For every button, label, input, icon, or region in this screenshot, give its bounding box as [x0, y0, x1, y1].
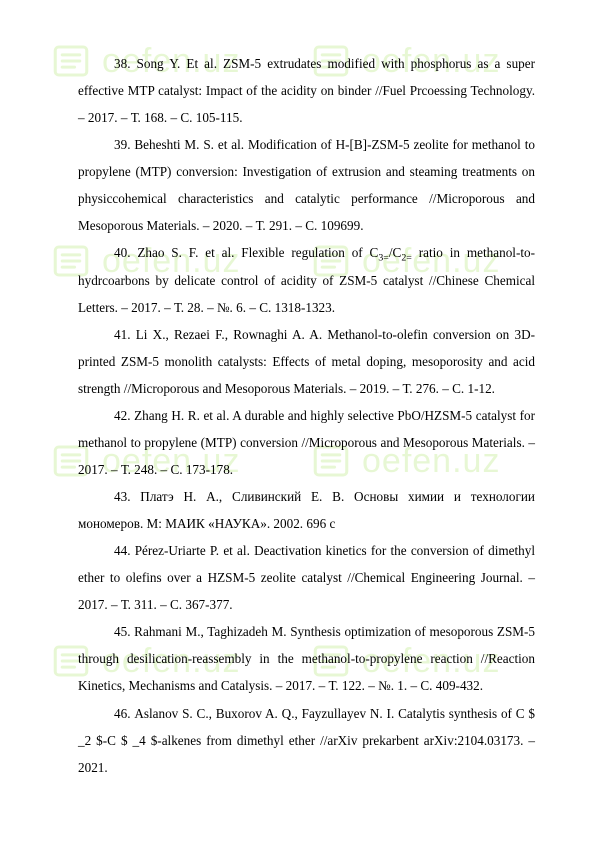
reference-item: 42. Zhang H. R. et al. A durable and hig… [78, 402, 535, 483]
reference-item: 39. Beheshti M. S. et al. Modification o… [78, 131, 535, 239]
reference-item: 38. Song Y. Et al. ZSM-5 extrudates modi… [78, 50, 535, 131]
references-content: 38. Song Y. Et al. ZSM-5 extrudates modi… [0, 0, 595, 831]
reference-item: 45. Rahmani M., Taghizadeh M. Synthesis … [78, 618, 535, 699]
reference-item: 41. Li X., Rezaei F., Rownaghi A. A. Met… [78, 321, 535, 402]
reference-item: 40. Zhao S. F. et al. Flexible regulatio… [78, 239, 535, 320]
reference-item: 46. Aslanov S. C., Buxorov A. Q., Fayzul… [78, 700, 535, 781]
reference-item: 43. Платэ Н. А., Сливинский Е. В. Основы… [78, 483, 535, 537]
reference-item: 44. Pérez-Uriarte P. et al. Deactivation… [78, 537, 535, 618]
